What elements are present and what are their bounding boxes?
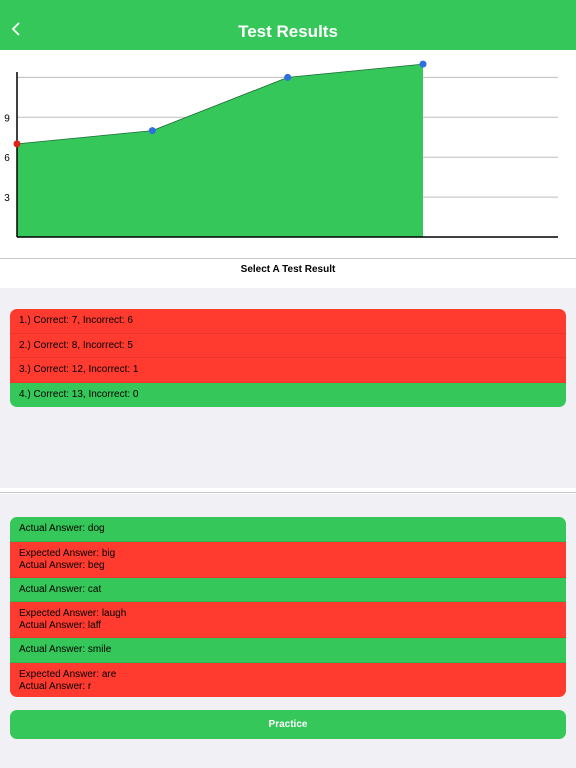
answer-text: Actual Answer: r: [19, 680, 92, 692]
result-row[interactable]: 4.) Correct: 13, Incorrect: 0: [10, 382, 566, 407]
answer-row: Actual Answer: dog: [10, 517, 566, 542]
answer-text: Expected Answer: big: [19, 547, 116, 559]
y-tick-label: 9: [4, 113, 10, 124]
chart-svg: 3 6 9: [4, 60, 558, 238]
result-row[interactable]: 1.) Correct: 7, Incorrect: 6: [10, 309, 566, 334]
results-list: 1.) Correct: 7, Incorrect: 6 2.) Correct:…: [10, 309, 566, 407]
data-point: [13, 140, 21, 148]
answer-text: Actual Answer: dog: [19, 523, 105, 534]
answers-list: Actual Answer: dog Expected Answer: big Ac…: [10, 517, 566, 697]
result-row[interactable]: 3.) Correct: 12, Incorrect: 1: [10, 358, 566, 383]
answer-text: Expected Answer: laugh: [19, 608, 127, 619]
answer-row: Actual Answer: cat: [10, 577, 566, 602]
divider: [0, 258, 576, 259]
y-tick-label: 3: [4, 193, 10, 204]
answer-text: Actual Answer: laff: [19, 620, 102, 631]
answer-row: Expected Answer: are Actual Answer: r: [10, 662, 566, 697]
answer-text: Expected Answer: are: [19, 668, 117, 680]
select-label: Select A Test Result: [240, 264, 336, 275]
chevron-left-icon: [11, 22, 20, 36]
answer-text: Actual Answer: cat: [19, 583, 102, 595]
answer-text: Actual Answer: smile: [19, 644, 112, 655]
answer-row: Expected Answer: big Actual Answer: beg: [10, 541, 566, 578]
page-title: Test Results: [238, 22, 338, 41]
back-button[interactable]: [4, 14, 28, 44]
answer-text: Actual Answer: beg: [19, 559, 105, 571]
results-chart: 3 6 9: [0, 50, 576, 258]
result-row[interactable]: 2.) Correct: 8, Incorrect: 5: [10, 333, 566, 358]
practice-button[interactable]: Practice: [10, 710, 566, 739]
data-point: [148, 127, 156, 135]
data-point: [419, 60, 427, 68]
divider: [0, 492, 576, 493]
nav-bar: Test Results: [0, 0, 576, 50]
y-tick-label: 6: [4, 153, 10, 164]
data-point: [284, 73, 292, 81]
answer-row: Actual Answer: smile: [10, 638, 566, 663]
area-fill: [17, 64, 423, 237]
answer-row: Expected Answer: laugh Actual Answer: laf…: [10, 602, 566, 638]
series-line: [16, 63, 424, 145]
